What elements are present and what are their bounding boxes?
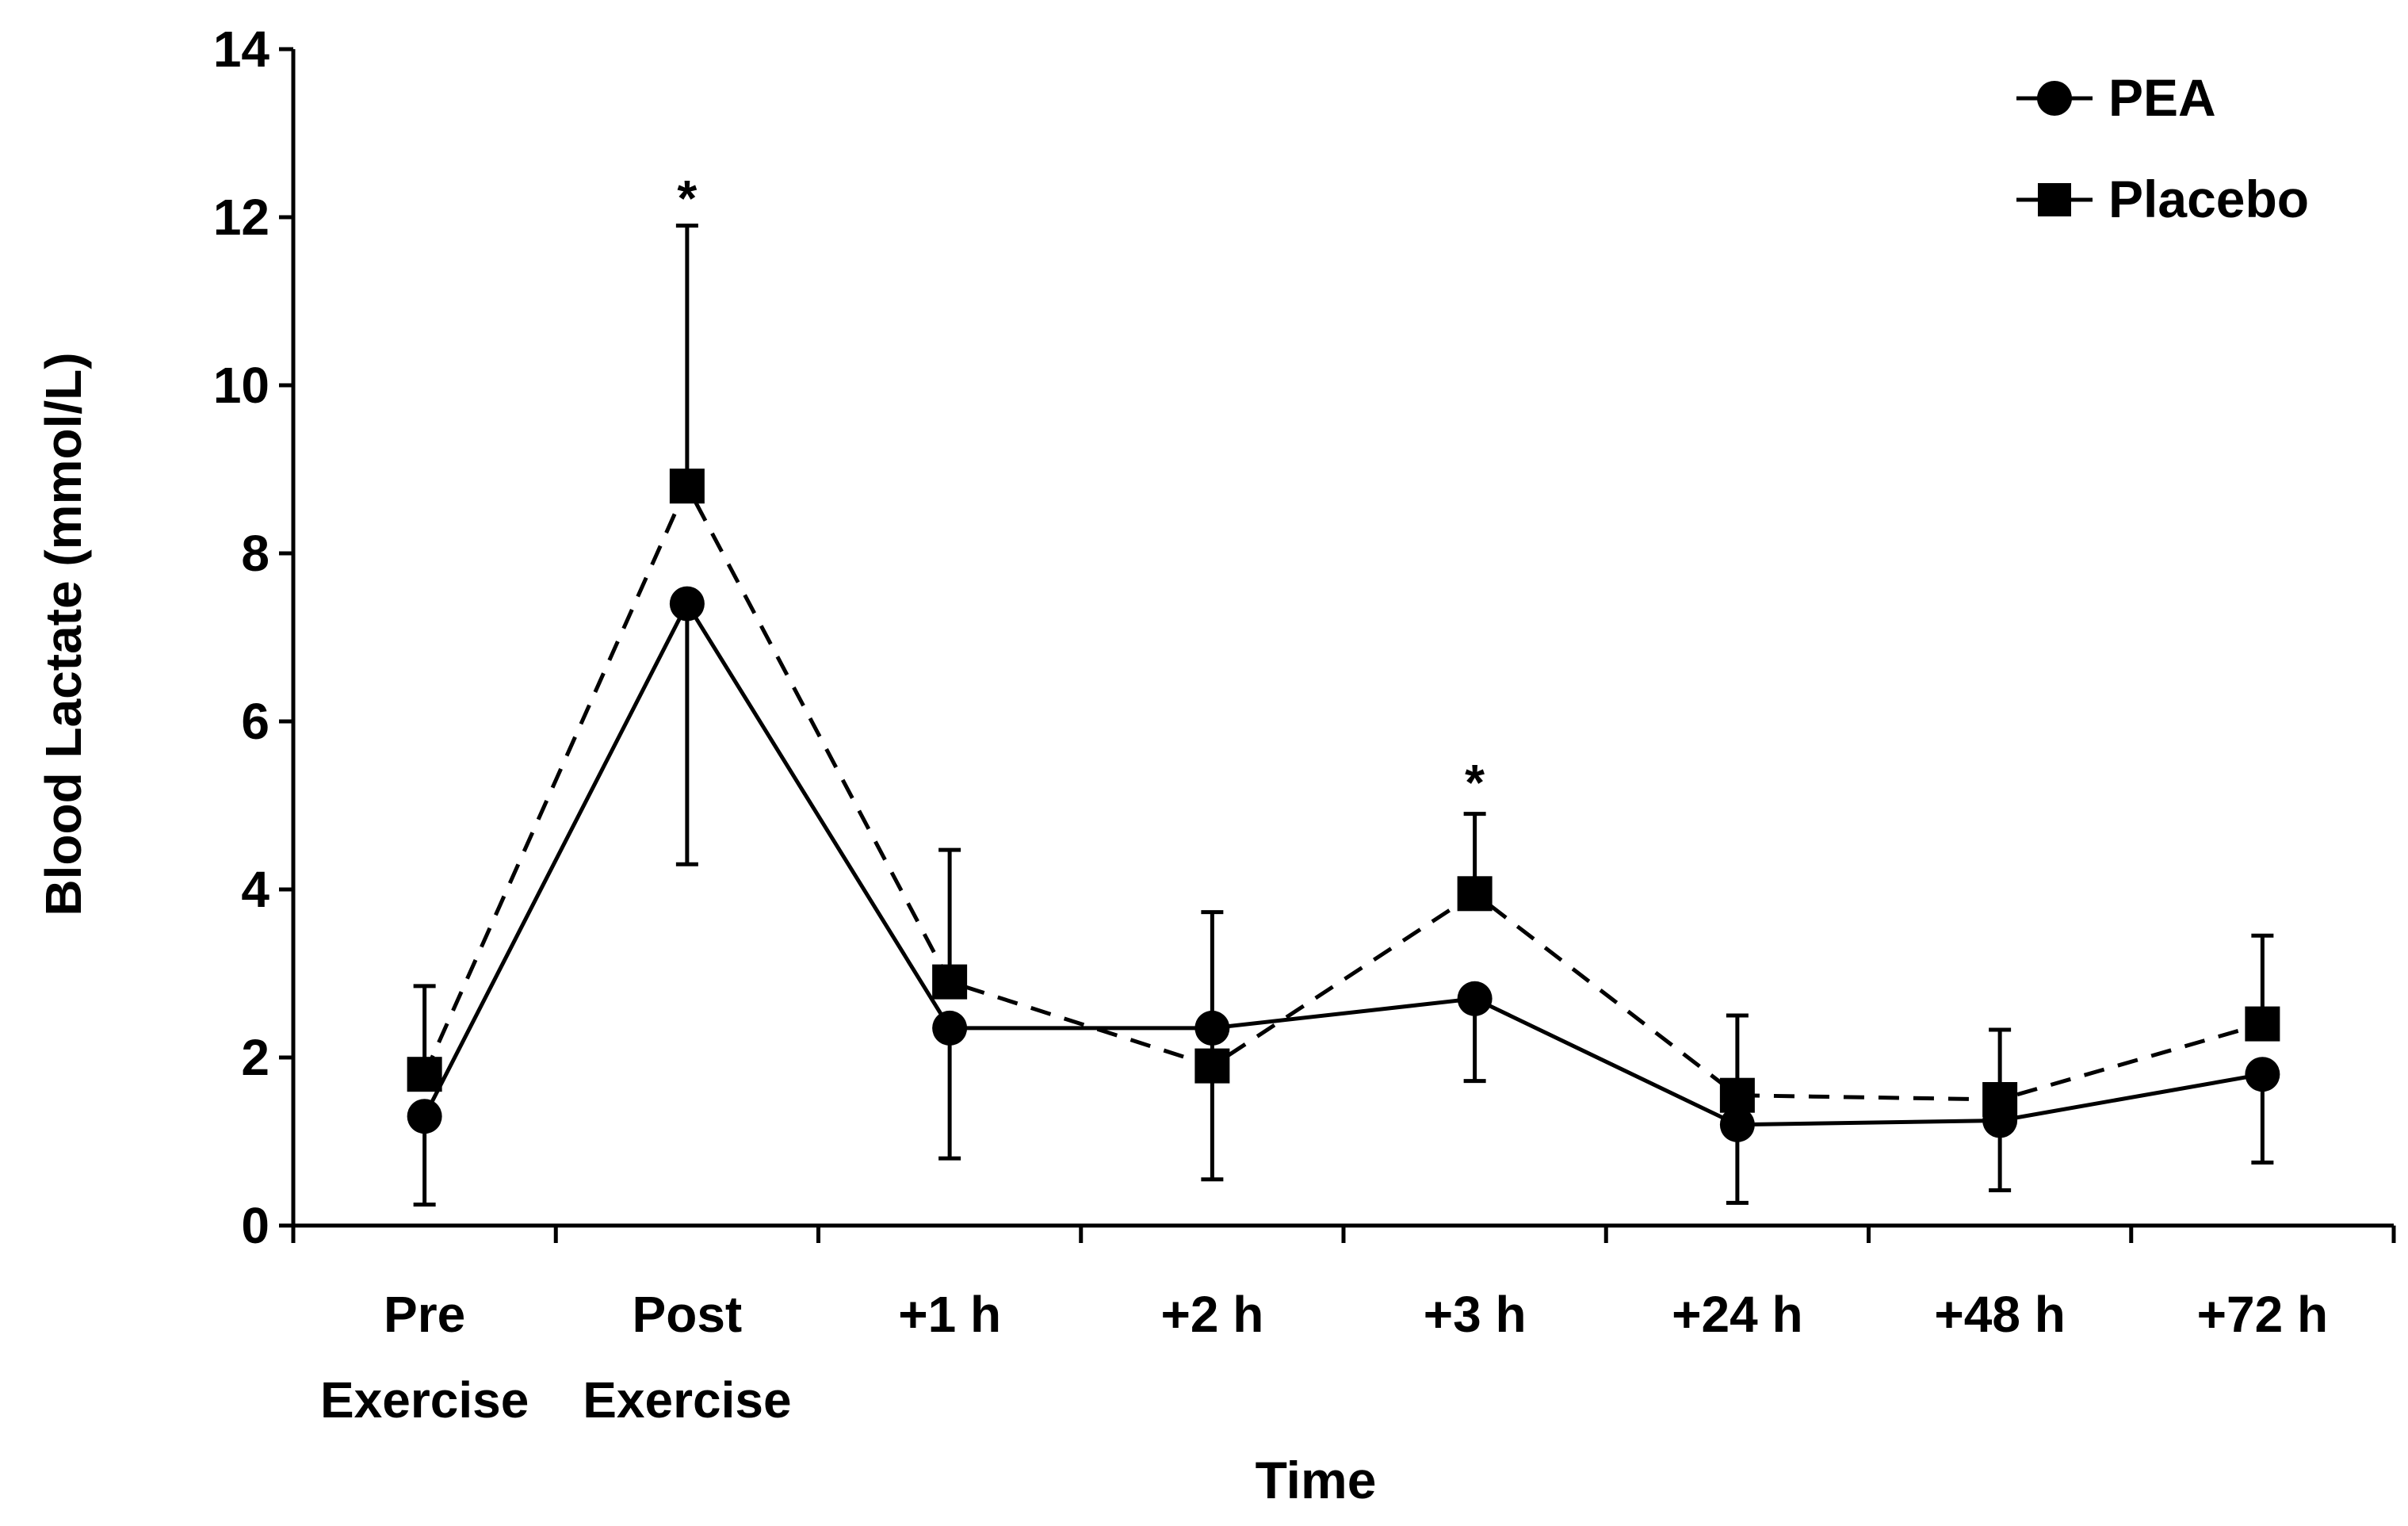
legend-pea-marker [2037,81,2072,116]
x-axis-title: Time [1256,1451,1377,1509]
significance-asterisk: * [677,170,697,227]
series-line-pea [422,599,2263,1127]
data-point-pea [932,1010,968,1046]
y-tick-label: 4 [241,861,269,918]
x-tick-label: +72 h [2197,1286,2328,1343]
axes: 0 2 4 6 8 10 12 14 Pre Exercise Post Exercise +1 h +2… [213,21,2396,1428]
data-point-placebo [669,469,705,504]
x-tick-label: Exercise [320,1371,529,1428]
y-tick-label: 14 [213,21,270,78]
data-point-pea [407,1099,442,1134]
y-tick-label: 2 [241,1029,269,1086]
data-point-placebo [1194,1048,1230,1084]
x-tick-label: Exercise [583,1371,791,1428]
y-tick-label: 0 [241,1197,269,1254]
error-bars [413,224,2274,1207]
axis-labels: Time Blood Lactate (mmol/L) [35,352,1376,1509]
x-tick-label: +3 h [1424,1286,1527,1343]
legend-pea-label: PEA [2108,68,2216,127]
series-markers [407,469,2280,1142]
x-tick-label: Post [633,1286,743,1343]
legend-placebo-label: Placebo [2108,170,2309,228]
data-point-pea [1719,1107,1755,1142]
y-tick-label: 6 [241,693,269,750]
data-point-placebo [1719,1077,1755,1113]
annotations: ** [677,170,1485,811]
x-tick-label: Pre [384,1286,465,1343]
legend: PEA Placebo [2016,68,2309,228]
data-point-pea [1457,981,1493,1016]
x-tick-label: +24 h [1672,1286,1802,1343]
series-line-placebo [422,481,2264,1102]
y-tick-label: 8 [241,525,269,582]
data-point-placebo [2245,1006,2280,1042]
data-point-pea [1194,1010,1230,1046]
y-tick-label: 10 [213,357,269,414]
series-lines [422,481,2264,1127]
x-tick-label: +2 h [1160,1286,1263,1343]
x-tick-label: +48 h [1934,1286,2065,1343]
x-tick-label: +1 h [898,1286,1001,1343]
significance-asterisk: * [1465,754,1485,811]
data-point-placebo [932,964,968,1000]
data-point-pea [669,586,705,621]
data-point-placebo [1982,1082,2018,1117]
data-point-pea [2245,1057,2280,1092]
legend-placebo-marker [2038,183,2071,216]
data-point-placebo [1457,876,1493,912]
y-axis-title: Blood Lactate (mmol/L) [35,352,92,916]
y-tick-label: 12 [213,189,269,246]
data-point-placebo [407,1057,442,1092]
